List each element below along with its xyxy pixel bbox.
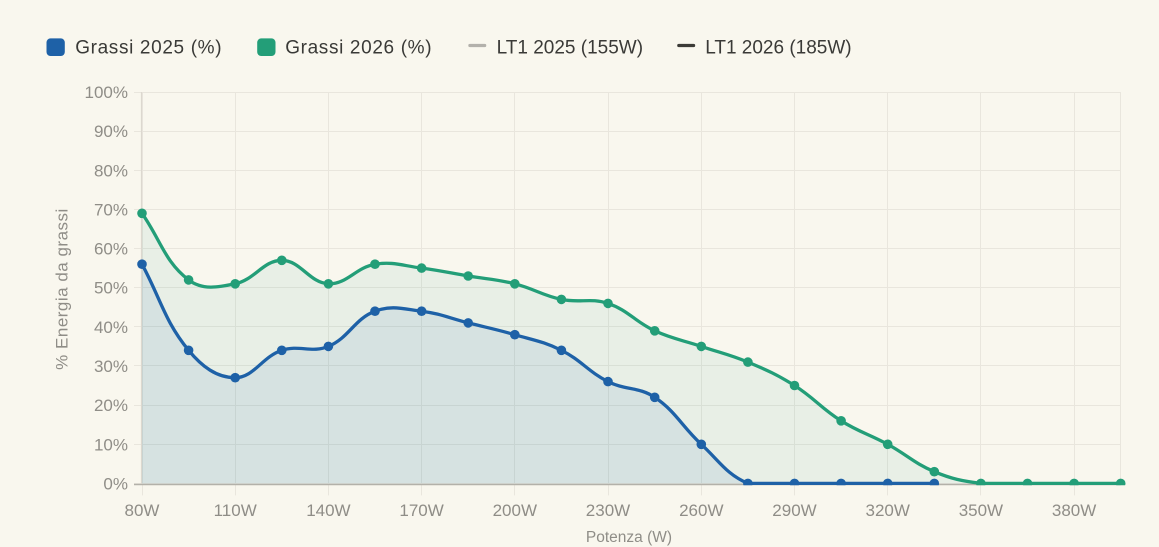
svg-text:30%: 30% (94, 357, 128, 376)
svg-text:100%: 100% (85, 83, 128, 102)
svg-text:20%: 20% (94, 396, 128, 415)
svg-text:110W: 110W (214, 501, 257, 520)
svg-text:260W: 260W (679, 501, 723, 520)
svg-text:350W: 350W (959, 501, 1003, 520)
svg-text:Grassi 2025 (%): Grassi 2025 (%) (75, 38, 222, 59)
svg-text:Grassi 2026 (%): Grassi 2026 (%) (285, 38, 432, 59)
svg-text:230W: 230W (586, 501, 630, 520)
svg-text:50%: 50% (94, 279, 128, 298)
svg-text:LT1 2026 (185W): LT1 2026 (185W) (705, 38, 851, 59)
svg-text:90%: 90% (94, 122, 128, 141)
svg-text:0%: 0% (103, 474, 128, 493)
svg-text:320W: 320W (865, 501, 909, 520)
svg-text:40%: 40% (94, 318, 128, 337)
svg-text:200W: 200W (493, 501, 537, 520)
svg-text:380W: 380W (1052, 501, 1096, 520)
svg-text:80W: 80W (125, 501, 160, 520)
svg-text:70%: 70% (94, 200, 128, 219)
svg-text:LT1 2025 (155W): LT1 2025 (155W) (497, 38, 643, 59)
svg-text:Potenza (W): Potenza (W) (586, 529, 672, 546)
svg-text:170W: 170W (399, 501, 443, 520)
svg-text:10%: 10% (94, 435, 128, 454)
svg-text:% Energia da grassi: % Energia da grassi (53, 208, 72, 370)
svg-text:80%: 80% (94, 161, 128, 180)
svg-text:290W: 290W (772, 501, 816, 520)
svg-text:60%: 60% (94, 240, 128, 259)
svg-text:140W: 140W (306, 501, 350, 520)
